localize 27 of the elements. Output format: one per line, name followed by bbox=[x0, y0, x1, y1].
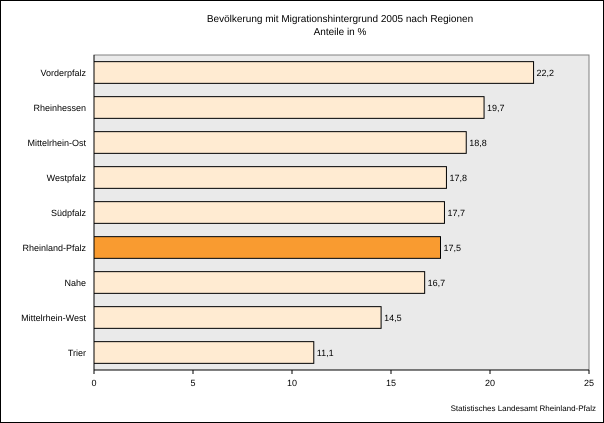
x-tick-label: 15 bbox=[386, 378, 396, 388]
data-label: 16,7 bbox=[428, 278, 446, 288]
data-label: 18,8 bbox=[469, 138, 487, 148]
data-label: 14,5 bbox=[384, 313, 402, 323]
chart-title: Bevölkerung mit Migrationshintergrund 2005 nach Regionen bbox=[206, 14, 474, 25]
data-label: 17,8 bbox=[449, 173, 467, 183]
y-tick-label: Rheinland-Pfalz bbox=[22, 243, 86, 253]
y-tick-label: Mittelrhein-Ost bbox=[27, 138, 86, 148]
data-label: 17,5 bbox=[444, 243, 462, 253]
data-label: 17,7 bbox=[447, 208, 465, 218]
y-tick-label: Südpfalz bbox=[50, 208, 86, 218]
y-tick-label: Vorderpfalz bbox=[40, 68, 86, 78]
y-tick-label: Westpfalz bbox=[46, 173, 86, 183]
y-tick-label: Rheinhessen bbox=[33, 103, 86, 113]
data-label: 19,7 bbox=[487, 103, 505, 113]
x-tick-label: 20 bbox=[484, 378, 496, 388]
data-label: 22,2 bbox=[536, 68, 554, 78]
chart-subtitle: Anteile in % bbox=[314, 27, 367, 38]
x-tick-label: 25 bbox=[584, 378, 594, 388]
y-tick-label: Trier bbox=[68, 348, 86, 358]
data-label: 11,1 bbox=[316, 348, 334, 358]
y-tick-label: Nahe bbox=[64, 278, 86, 288]
text: Statistisches Landesamt Rheinland-Pfalz bbox=[450, 404, 596, 413]
y-tick-label: Mittelrhein-West bbox=[21, 313, 86, 323]
x-tick-label: 10 bbox=[286, 378, 298, 388]
x-tick-label: 0 bbox=[91, 378, 97, 388]
x-tick-label: 5 bbox=[190, 378, 196, 388]
